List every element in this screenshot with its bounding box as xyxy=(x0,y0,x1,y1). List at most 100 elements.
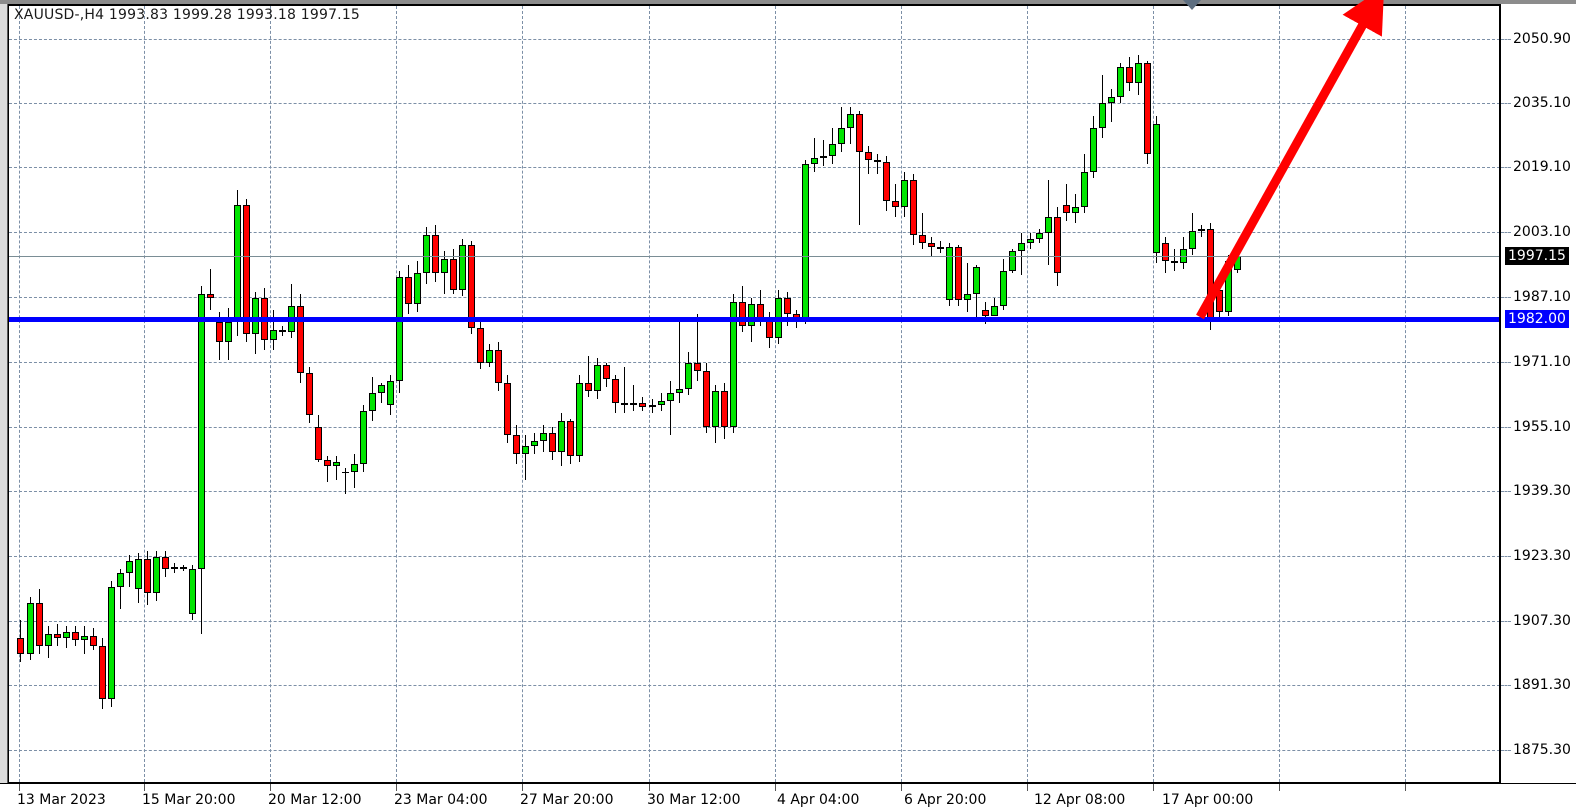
price-tick-label: 1955.10 xyxy=(1513,419,1571,435)
candle-wick xyxy=(859,111,860,225)
time-tick-label: 12 Apr 08:00 xyxy=(1034,792,1126,808)
horizontal-gridline xyxy=(9,167,1500,168)
chart-plot-area[interactable] xyxy=(9,6,1500,782)
candle-body xyxy=(1099,103,1106,128)
horizontal-gridline xyxy=(9,621,1500,622)
candle-body xyxy=(297,305,304,373)
candle-body xyxy=(937,247,944,250)
candle-body xyxy=(1000,271,1007,306)
candle-body xyxy=(17,637,24,655)
candle-body xyxy=(856,113,863,152)
candle-body xyxy=(378,384,385,393)
candle-body xyxy=(252,297,259,335)
vertical-gridline xyxy=(775,6,776,782)
price-tick-label: 1971.10 xyxy=(1513,354,1571,370)
time-tick-mark xyxy=(1405,784,1406,791)
candle-body xyxy=(676,388,683,393)
candle-body xyxy=(153,556,160,594)
candle-body xyxy=(1063,204,1070,213)
price-axis-border xyxy=(1500,4,1576,783)
candle-body xyxy=(441,259,448,274)
candle-body xyxy=(333,461,340,466)
candle-body xyxy=(477,328,484,363)
candle-body xyxy=(108,587,115,699)
price-tick-label: 1907.30 xyxy=(1513,613,1571,629)
candle-wick xyxy=(967,263,968,312)
candle-body xyxy=(369,392,376,412)
candle-body xyxy=(820,156,827,159)
vertical-gridline xyxy=(1405,6,1406,782)
horizontal-gridline xyxy=(9,362,1500,363)
candle-body xyxy=(117,573,124,588)
candle-body xyxy=(1090,127,1097,173)
vertical-gridline xyxy=(522,6,523,782)
candle-wick xyxy=(877,153,878,175)
candle-body xyxy=(585,382,592,391)
price-tick-mark xyxy=(1501,621,1511,622)
horizontal-gridline xyxy=(9,232,1500,233)
candle-body xyxy=(135,558,142,590)
time-tick-label: 30 Mar 12:00 xyxy=(647,792,741,808)
price-tick-mark xyxy=(1501,297,1511,298)
candle-body xyxy=(964,293,971,300)
candle-wick xyxy=(814,137,815,173)
price-axis[interactable]: 2050.90 2035.10 2019.10 2003.10 1987.10 1971.… xyxy=(1501,6,1576,782)
candle-body xyxy=(703,370,710,428)
candle-wick xyxy=(120,569,121,610)
candle-wick xyxy=(670,380,671,436)
candle-body xyxy=(667,392,674,401)
period-separator-marker-icon xyxy=(1183,0,1201,10)
candle-body xyxy=(423,234,430,274)
vertical-gridline xyxy=(901,6,902,782)
time-tick-mark xyxy=(649,784,650,791)
candle-body xyxy=(387,380,394,405)
candle-body xyxy=(1009,251,1016,272)
candle-body xyxy=(892,200,899,207)
candle-wick xyxy=(210,269,211,310)
price-tick-mark xyxy=(1501,103,1511,104)
candle-body xyxy=(730,301,737,428)
support-price-tag[interactable]: 1982.00 xyxy=(1505,310,1569,328)
window-top-bar xyxy=(0,0,1576,4)
horizontal-gridline xyxy=(9,750,1500,751)
candle-body xyxy=(955,247,962,300)
candle-body xyxy=(351,463,358,472)
candle-body xyxy=(189,569,196,614)
candle-body xyxy=(1054,216,1061,274)
candle-body xyxy=(504,382,511,436)
candle-body xyxy=(603,364,610,379)
candle-body xyxy=(486,350,493,363)
vertical-gridline xyxy=(144,6,145,782)
candle-body xyxy=(558,421,565,452)
candle-body xyxy=(459,245,466,290)
current-price-tag[interactable]: 1997.15 xyxy=(1505,247,1569,265)
price-tick-mark xyxy=(1501,362,1511,363)
candle-body xyxy=(739,301,746,327)
candle-body xyxy=(180,566,187,569)
time-tick-mark xyxy=(1279,784,1280,791)
time-tick-mark xyxy=(1153,784,1154,791)
candle-body xyxy=(784,297,791,314)
support-level-line[interactable] xyxy=(9,317,1500,322)
candle-wick xyxy=(940,241,941,254)
candle-body xyxy=(1036,232,1043,239)
candle-body xyxy=(549,433,556,452)
candle-body xyxy=(306,372,313,416)
candle-body xyxy=(495,350,502,383)
candle-body xyxy=(1045,216,1052,233)
candle-body xyxy=(243,204,250,335)
candle-body xyxy=(1126,66,1133,84)
candle-body xyxy=(883,162,890,201)
candle-body xyxy=(72,631,79,640)
candle-body xyxy=(198,293,205,569)
candle-body xyxy=(162,556,169,569)
time-axis[interactable]: 13 Mar 2023 15 Mar 20:00 20 Mar 12:00 23 Ma… xyxy=(0,783,1576,811)
candle-body xyxy=(234,204,241,322)
candle-body xyxy=(270,330,277,341)
current-price-line xyxy=(9,256,1500,257)
time-tick-label: 20 Mar 12:00 xyxy=(268,792,362,808)
candle-body xyxy=(315,427,322,460)
candle-wick xyxy=(1021,232,1022,276)
candle-body xyxy=(694,362,701,371)
candle-body xyxy=(829,143,836,156)
